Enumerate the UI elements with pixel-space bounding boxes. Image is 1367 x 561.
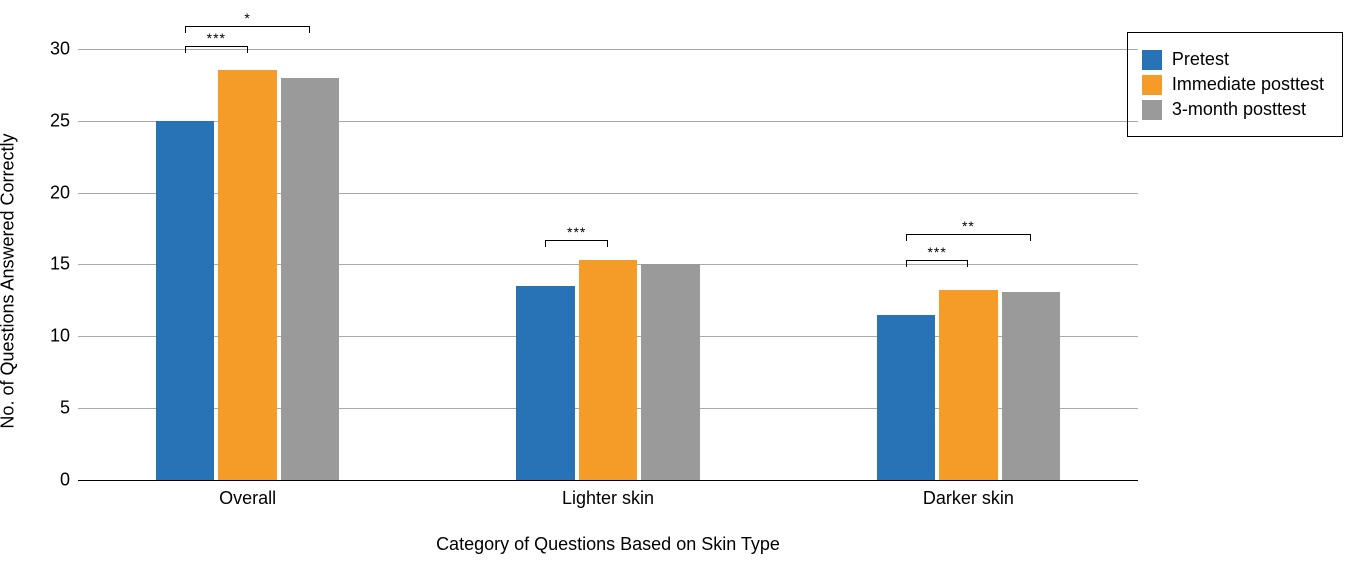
legend-label: Pretest xyxy=(1172,49,1229,70)
legend-item: Pretest xyxy=(1142,49,1324,70)
significance-bracket xyxy=(185,26,310,27)
y-tick-label: 5 xyxy=(60,398,70,419)
bar xyxy=(641,264,699,480)
legend-swatch-icon xyxy=(1142,75,1162,95)
legend-label: Immediate posttest xyxy=(1172,74,1324,95)
x-axis-label: Category of Questions Based on Skin Type xyxy=(78,534,1138,555)
bar xyxy=(281,78,339,481)
significance-label: *** xyxy=(567,225,586,239)
legend-item: 3-month posttest xyxy=(1142,99,1324,120)
legend-item: Immediate posttest xyxy=(1142,74,1324,95)
legend-swatch-icon xyxy=(1142,100,1162,120)
x-tick-label: Overall xyxy=(219,488,276,509)
bar xyxy=(1002,292,1060,480)
significance-label: * xyxy=(244,11,250,25)
significance-bracket xyxy=(906,234,1031,235)
bar xyxy=(156,121,214,480)
bar xyxy=(579,260,637,480)
significance-label: ** xyxy=(962,219,975,233)
bar xyxy=(516,286,574,480)
x-tick-label: Darker skin xyxy=(923,488,1014,509)
bar xyxy=(218,70,276,480)
x-tick-label: Lighter skin xyxy=(562,488,654,509)
y-tick-label: 25 xyxy=(50,110,70,131)
y-tick-label: 30 xyxy=(50,38,70,59)
y-tick-label: 0 xyxy=(60,470,70,491)
significance-label: *** xyxy=(207,31,226,45)
significance-bracket xyxy=(906,260,969,261)
bar xyxy=(939,290,997,480)
bar xyxy=(877,315,935,480)
legend: Pretest Immediate posttest 3-month postt… xyxy=(1127,32,1343,137)
y-axis-label: No. of Questions Answered Correctly xyxy=(0,133,19,428)
significance-label: *** xyxy=(927,245,946,259)
gridline xyxy=(78,49,1138,50)
y-tick-label: 20 xyxy=(50,182,70,203)
significance-bracket xyxy=(185,46,248,47)
legend-label: 3-month posttest xyxy=(1172,99,1306,120)
chart-container: No. of Questions Answered Correctly 0510… xyxy=(0,0,1367,561)
plot-area: 051015202530OverallLighter skinDarker sk… xyxy=(78,20,1138,480)
y-tick-label: 15 xyxy=(50,254,70,275)
y-tick-label: 10 xyxy=(50,326,70,347)
legend-swatch-icon xyxy=(1142,50,1162,70)
significance-bracket xyxy=(545,240,608,241)
gridline xyxy=(78,480,1138,481)
